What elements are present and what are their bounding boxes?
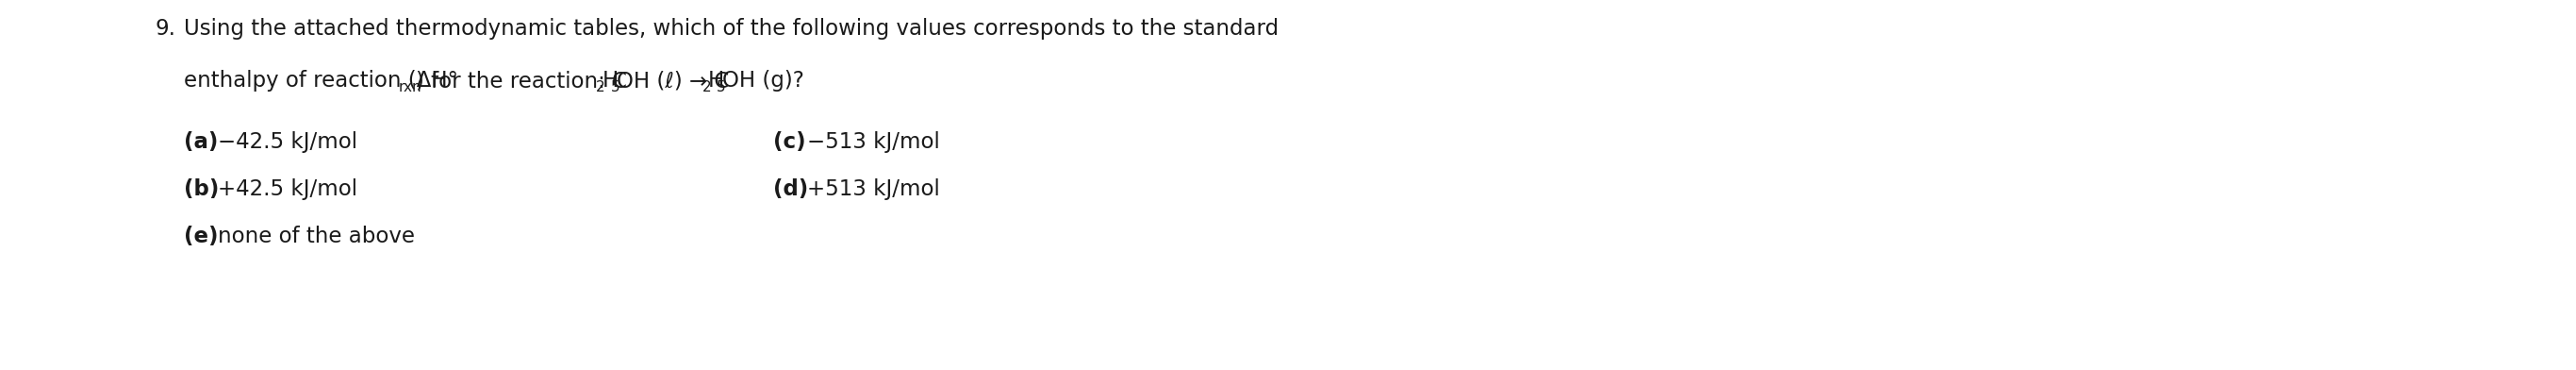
Text: 9.: 9. xyxy=(155,18,175,40)
Text: Using the attached thermodynamic tables, which of the following values correspon: Using the attached thermodynamic tables,… xyxy=(183,18,1278,40)
Text: rxn: rxn xyxy=(399,80,422,94)
Text: 5: 5 xyxy=(611,80,621,94)
Text: 2: 2 xyxy=(703,80,711,94)
Text: enthalpy of reaction (ΔH°: enthalpy of reaction (ΔH° xyxy=(183,70,459,91)
Text: H: H xyxy=(603,70,618,91)
Text: (e): (e) xyxy=(183,226,219,247)
Text: OH (ℓ) → C: OH (ℓ) → C xyxy=(616,70,729,91)
Text: H: H xyxy=(708,70,724,91)
Text: 5: 5 xyxy=(716,80,726,94)
Text: −513 kJ/mol: −513 kJ/mol xyxy=(806,131,940,153)
Text: (b): (b) xyxy=(183,178,219,200)
Text: +42.5 kJ/mol: +42.5 kJ/mol xyxy=(219,178,358,200)
Text: (a): (a) xyxy=(183,131,219,153)
Text: (c): (c) xyxy=(773,131,806,153)
Text: 2: 2 xyxy=(595,80,605,94)
Text: −42.5 kJ/mol: −42.5 kJ/mol xyxy=(219,131,358,153)
Text: (d): (d) xyxy=(773,178,809,200)
Text: none of the above: none of the above xyxy=(219,226,415,247)
Text: ) for the reaction: C: ) for the reaction: C xyxy=(415,70,626,91)
Text: +513 kJ/mol: +513 kJ/mol xyxy=(806,178,940,200)
Text: OH (g)?: OH (g)? xyxy=(721,70,804,91)
